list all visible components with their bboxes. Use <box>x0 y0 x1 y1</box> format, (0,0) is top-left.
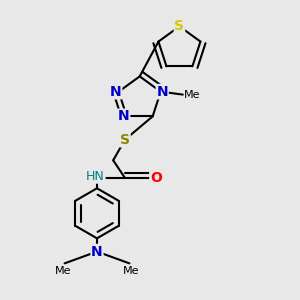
Text: Me: Me <box>123 266 139 276</box>
Text: Me: Me <box>55 266 71 276</box>
Text: N: N <box>118 109 130 123</box>
Text: N: N <box>156 85 168 99</box>
Text: S: S <box>120 133 130 147</box>
Text: Me: Me <box>184 90 201 100</box>
Text: N: N <box>110 85 122 99</box>
Text: N: N <box>91 244 103 259</box>
Text: S: S <box>174 19 184 33</box>
Text: HN: HN <box>86 170 105 183</box>
Text: O: O <box>150 171 162 185</box>
